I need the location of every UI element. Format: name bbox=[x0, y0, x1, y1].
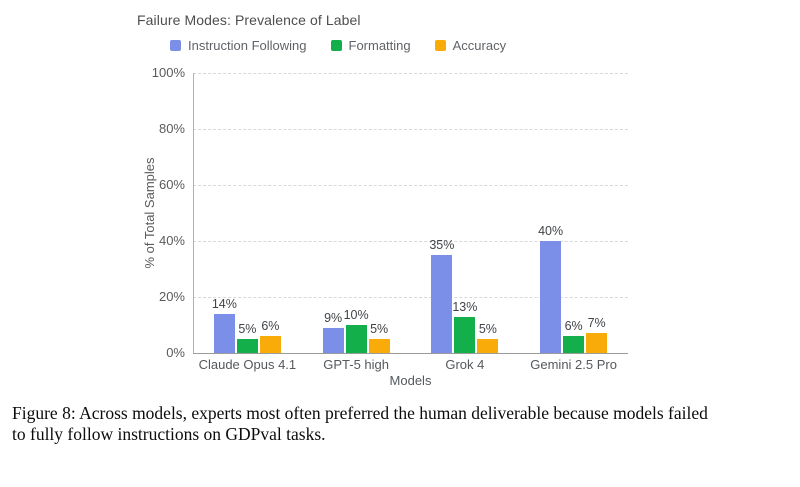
plot-area: 0% 20% 40% 60% 80% 100% 14% 5% 6% Claude Opus 4.1… bbox=[142, 65, 628, 388]
legend-item-instruction-following: Instruction Following bbox=[170, 38, 307, 53]
bar-value-label: 5% bbox=[238, 322, 257, 336]
legend-item-accuracy: Accuracy bbox=[434, 38, 507, 53]
figure-caption: Figure 8: Across models, experts most of… bbox=[12, 403, 794, 445]
bar-value-label: 9% bbox=[324, 310, 343, 325]
bar-formatting bbox=[345, 325, 367, 353]
bar-value-label: 6% bbox=[564, 319, 583, 334]
y-tick-label: 0% bbox=[166, 345, 185, 360]
x-tick-label: GPT-5 high bbox=[323, 357, 389, 372]
legend-label: Formatting bbox=[348, 38, 411, 53]
y-tick-label: 40% bbox=[158, 233, 185, 248]
y-axis-line bbox=[193, 73, 194, 353]
legend-swatch-formatting bbox=[330, 40, 342, 51]
x-tick-label: Gemini 2.5 Pro bbox=[530, 357, 617, 372]
legend-label: Instruction Following bbox=[188, 38, 307, 53]
legend-item-formatting: Formatting bbox=[330, 38, 411, 53]
bar-formatting bbox=[236, 339, 258, 353]
x-tick-label: Claude Opus 4.1 bbox=[198, 357, 297, 372]
x-tick-label: Grok 4 bbox=[445, 357, 485, 372]
bar-value-label: 10% bbox=[343, 308, 369, 322]
gridline bbox=[193, 73, 628, 74]
bar-value-label: 40% bbox=[538, 224, 564, 238]
bar-value-label: 7% bbox=[587, 316, 606, 331]
bar-value-label: 13% bbox=[452, 299, 478, 314]
y-tick-label: 20% bbox=[158, 289, 185, 304]
x-axis-line bbox=[193, 353, 628, 354]
bar-value-label: 6% bbox=[261, 319, 280, 334]
legend-label: Accuracy bbox=[452, 38, 507, 53]
gridline bbox=[193, 297, 628, 298]
bar-value-label: 5% bbox=[370, 322, 389, 336]
bar-formatting bbox=[563, 336, 585, 353]
bar-accuracy bbox=[586, 333, 608, 353]
bar-accuracy bbox=[259, 336, 281, 353]
gridline bbox=[193, 129, 628, 130]
bar-instruction-following bbox=[540, 241, 562, 353]
y-axis-title: % of Total Samples bbox=[142, 157, 157, 269]
chart-legend: Instruction Following Formatting Accuracy bbox=[170, 38, 506, 53]
legend-swatch-accuracy bbox=[434, 40, 446, 51]
gridline bbox=[193, 185, 628, 186]
bar-value-label: 5% bbox=[478, 322, 497, 336]
gridline bbox=[193, 241, 628, 242]
y-tick-label: 80% bbox=[158, 121, 185, 136]
bar-value-label: 14% bbox=[211, 296, 237, 311]
bar-accuracy bbox=[477, 339, 499, 353]
bar-value-label: 35% bbox=[429, 238, 455, 252]
bar-instruction-following bbox=[213, 313, 235, 353]
y-tick-label: 100% bbox=[151, 65, 185, 80]
chart-title: Failure Modes: Prevalence of Label bbox=[137, 12, 361, 28]
x-axis-title: Models bbox=[389, 373, 432, 388]
bar-instruction-following bbox=[322, 327, 344, 353]
bar-instruction-following bbox=[431, 255, 453, 353]
bar-formatting bbox=[454, 316, 476, 353]
bar-accuracy bbox=[368, 339, 390, 353]
legend-swatch-instruction-following bbox=[170, 40, 181, 51]
y-tick-label: 60% bbox=[158, 177, 185, 192]
figure-caption-line-1: Figure 8: Across models, experts most of… bbox=[12, 403, 708, 423]
figure-caption-line-2: to fully follow instructions on GDPval t… bbox=[12, 424, 326, 444]
